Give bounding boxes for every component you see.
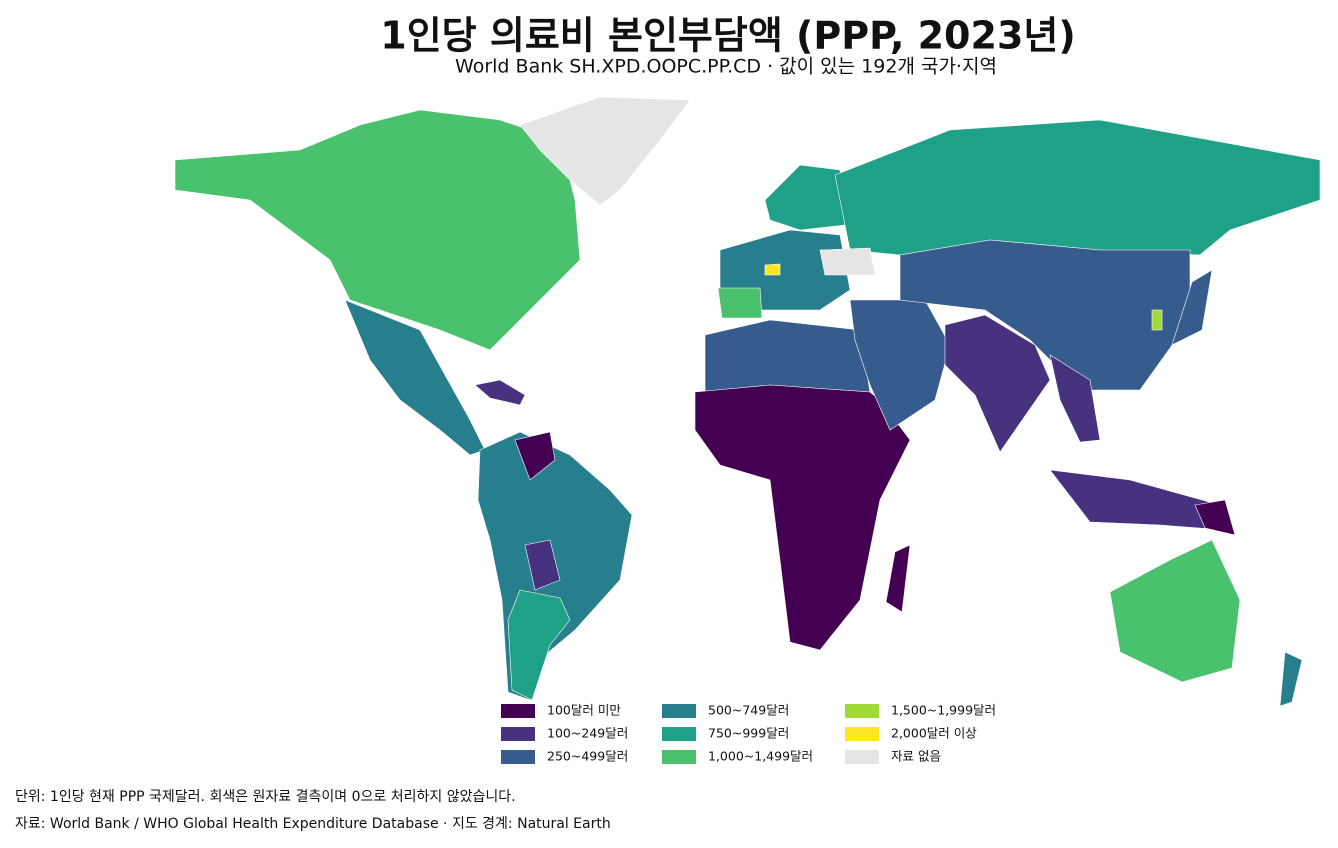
- new-zealand: [1279, 651, 1303, 707]
- legend-swatch: [662, 750, 696, 764]
- caribbean: [474, 379, 526, 406]
- legend-swatch: [845, 704, 879, 718]
- middle-east: [849, 299, 951, 431]
- greenland: [519, 96, 691, 206]
- footnote: 단위: 1인당 현재 PPP 국제달러. 회색은 원자료 결측이며 0으로 처리…: [15, 789, 516, 805]
- southeast-asia: [1049, 354, 1101, 443]
- legend-label: 1,000~1,499달러: [708, 749, 813, 764]
- north-africa: [704, 319, 871, 393]
- legend-swatch: [662, 704, 696, 718]
- legend-label: 2,000달러 이상: [891, 726, 977, 741]
- legend-swatch: [662, 727, 696, 741]
- australia: [1109, 539, 1241, 683]
- switzerland: [764, 263, 781, 276]
- legend-swatch: [845, 727, 879, 741]
- legend-label: 750~999달러: [708, 726, 789, 741]
- korea: [1151, 309, 1163, 331]
- venezuela: [514, 431, 556, 481]
- legend-swatch: [501, 750, 535, 764]
- japan: [1171, 269, 1213, 346]
- legend-label: 1,500~1,999달러: [891, 703, 996, 718]
- legend-label: 자료 없음: [891, 749, 941, 764]
- south-asia: [944, 314, 1051, 453]
- legend-label: 500~749달러: [708, 703, 789, 718]
- legend-label: 100~249달러: [547, 726, 628, 741]
- legend-swatch: [845, 750, 879, 764]
- argentina: [507, 589, 571, 701]
- europe-north: [764, 164, 846, 231]
- papua: [1194, 499, 1236, 536]
- africa: [694, 384, 911, 651]
- iberia: [717, 287, 763, 319]
- footnote: 자료: World Bank / WHO Global Health Expen…: [15, 816, 611, 832]
- legend-swatch: [501, 727, 535, 741]
- legend: 100달러 미만 100~249달러 250~499달러 500~749달러 750~9…: [501, 703, 996, 764]
- subtitle: World Bank SH.XPD.OOPC.PP.CD · 값이 있는 192…: [455, 56, 997, 78]
- legend-label: 100달러 미만: [547, 703, 621, 718]
- madagascar: [885, 544, 911, 613]
- bolivia: [524, 539, 561, 591]
- central-america: [344, 299, 486, 456]
- north-america: [174, 109, 581, 351]
- legend-label: 250~499달러: [547, 749, 628, 764]
- russia: [834, 119, 1321, 256]
- world-map: [174, 96, 1321, 707]
- legend-swatch: [501, 704, 535, 718]
- east-asia: [899, 239, 1191, 391]
- indonesia: [1049, 469, 1226, 531]
- ukraine: [819, 247, 876, 276]
- title: 1인당 의료비 본인부담액 (PPP, 2023년): [380, 14, 1075, 58]
